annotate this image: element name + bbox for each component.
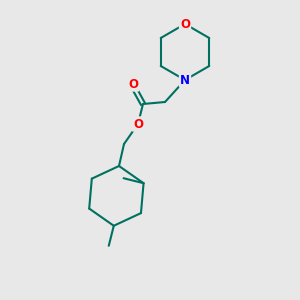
Text: N: N (180, 74, 190, 86)
Text: O: O (133, 118, 143, 130)
Text: O: O (128, 77, 138, 91)
Text: O: O (180, 17, 190, 31)
